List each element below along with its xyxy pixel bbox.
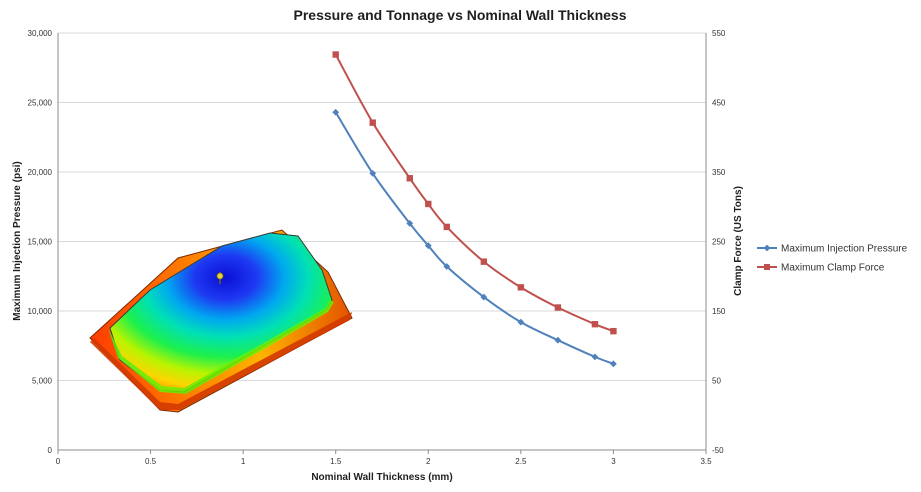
y-tick-label: 20,000 <box>28 168 53 177</box>
data-point-injection-pressure <box>443 263 451 270</box>
x-axis-title: Nominal Wall Thickness (mm) <box>311 472 452 483</box>
y-tick-label: 10,000 <box>28 307 53 316</box>
y2-tick-label: 150 <box>712 307 726 316</box>
data-point-injection-pressure <box>591 353 599 361</box>
data-point-clamp-force <box>480 258 488 265</box>
plot-area: 0 5,000 10,000 15,000 20,000 25,000 30,000 -50 5… <box>28 29 726 466</box>
legend-marker <box>763 244 771 252</box>
y2-tick-label: 50 <box>712 377 721 386</box>
legend-marker <box>764 264 770 270</box>
molded-part-fill-plot-image <box>89 229 353 413</box>
x-tick-label: 0.5 <box>145 457 157 466</box>
data-point-injection-pressure <box>369 169 377 177</box>
x-tick-label: 1.5 <box>330 457 342 466</box>
data-point-clamp-force <box>369 119 376 126</box>
data-point-clamp-force <box>610 327 617 335</box>
y-axis-title: Maximum Injection Pressure (psi) <box>12 161 23 321</box>
chart-title: Pressure and Tonnage vs Nominal Wall Thi… <box>294 7 627 23</box>
data-point-injection-pressure <box>424 242 432 250</box>
x-tick-label: 3.5 <box>700 457 712 466</box>
data-point-clamp-force <box>591 321 599 328</box>
y-tick-label: 5,000 <box>32 377 53 386</box>
x-tick-label: 0 <box>56 457 61 466</box>
x-tick-label: 3 <box>611 457 616 466</box>
data-point-clamp-force <box>554 304 562 311</box>
data-point-clamp-force <box>332 51 339 58</box>
y-tick-label: 0 <box>48 446 53 455</box>
y-tick-label: 15,000 <box>28 238 53 247</box>
series-line-2 <box>334 54 614 333</box>
data-point-injection-pressure <box>406 220 414 227</box>
data-point-clamp-force <box>517 284 525 291</box>
y-tick-label: 25,000 <box>28 99 53 108</box>
data-point-injection-pressure <box>332 108 340 116</box>
data-point-clamp-force <box>425 200 432 208</box>
data-point-injection-pressure <box>554 336 562 344</box>
data-point-injection-pressure <box>610 360 617 368</box>
y2-tick-label: 550 <box>712 29 726 38</box>
x-tick-label: 1 <box>241 457 246 466</box>
series-line-1 <box>334 111 614 365</box>
y2-tick-label: 450 <box>712 99 726 108</box>
data-point-injection-pressure <box>517 318 525 326</box>
y2-tick-label: 250 <box>712 238 726 247</box>
y2-tick-label: -50 <box>712 446 724 455</box>
data-point-clamp-force <box>406 175 413 182</box>
legend-label: Maximum Injection Pressure <box>781 244 908 255</box>
y2-axis-title: Clamp Force (US Tons) <box>733 186 744 296</box>
legend-label: Maximum Clamp Force <box>781 263 885 274</box>
y-tick-label: 30,000 <box>28 29 53 38</box>
x-tick-label: 2.5 <box>515 457 527 466</box>
y2-tick-label: 350 <box>712 168 726 177</box>
data-point-clamp-force <box>443 223 450 231</box>
legend: Maximum Injection Pressure Maximum Clamp … <box>757 244 908 274</box>
data-point-injection-pressure <box>480 293 488 301</box>
x-tick-label: 2 <box>426 457 431 466</box>
